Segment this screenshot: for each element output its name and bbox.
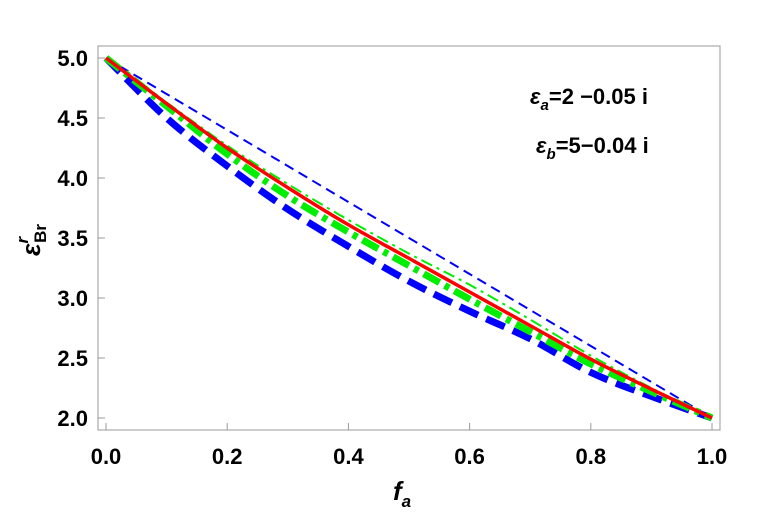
y-tick-label: 4.5: [57, 106, 88, 131]
y-tick-label: 3.0: [57, 286, 88, 311]
y-tick-label: 4.0: [57, 166, 88, 191]
y-tick-label: 3.5: [57, 226, 88, 251]
x-tick-label: 0.0: [91, 444, 122, 469]
x-tick-label: 1.0: [697, 444, 728, 469]
ticks: 0.0 0.2 0.4 0.6 0.8 1.0 2.0 2.5 3.0 3.5 4.0 4.5 5.0: [57, 46, 727, 469]
annotation-epsilon-b: εb=5−0.04 i: [536, 133, 649, 163]
y-tick-label: 2.0: [57, 406, 88, 431]
annotation-epsilon-a: εa=2 −0.05 i: [530, 84, 648, 114]
series-line-0: [105, 57, 713, 419]
x-tick-label: 0.2: [212, 444, 243, 469]
x-axis-label: fa: [393, 476, 411, 511]
x-tick-label: 0.6: [454, 444, 485, 469]
x-tick-label: 0.8: [576, 444, 607, 469]
series-layer: [103, 55, 714, 422]
y-axis-label: εrBr: [13, 224, 50, 256]
series-line-4: [104, 56, 713, 420]
series-line-1: [103, 55, 714, 422]
y-tick-label: 2.5: [57, 346, 88, 371]
series-line-3: [103, 55, 714, 422]
x-tick-label: 0.4: [333, 444, 364, 469]
y-tick-label: 5.0: [57, 46, 88, 71]
